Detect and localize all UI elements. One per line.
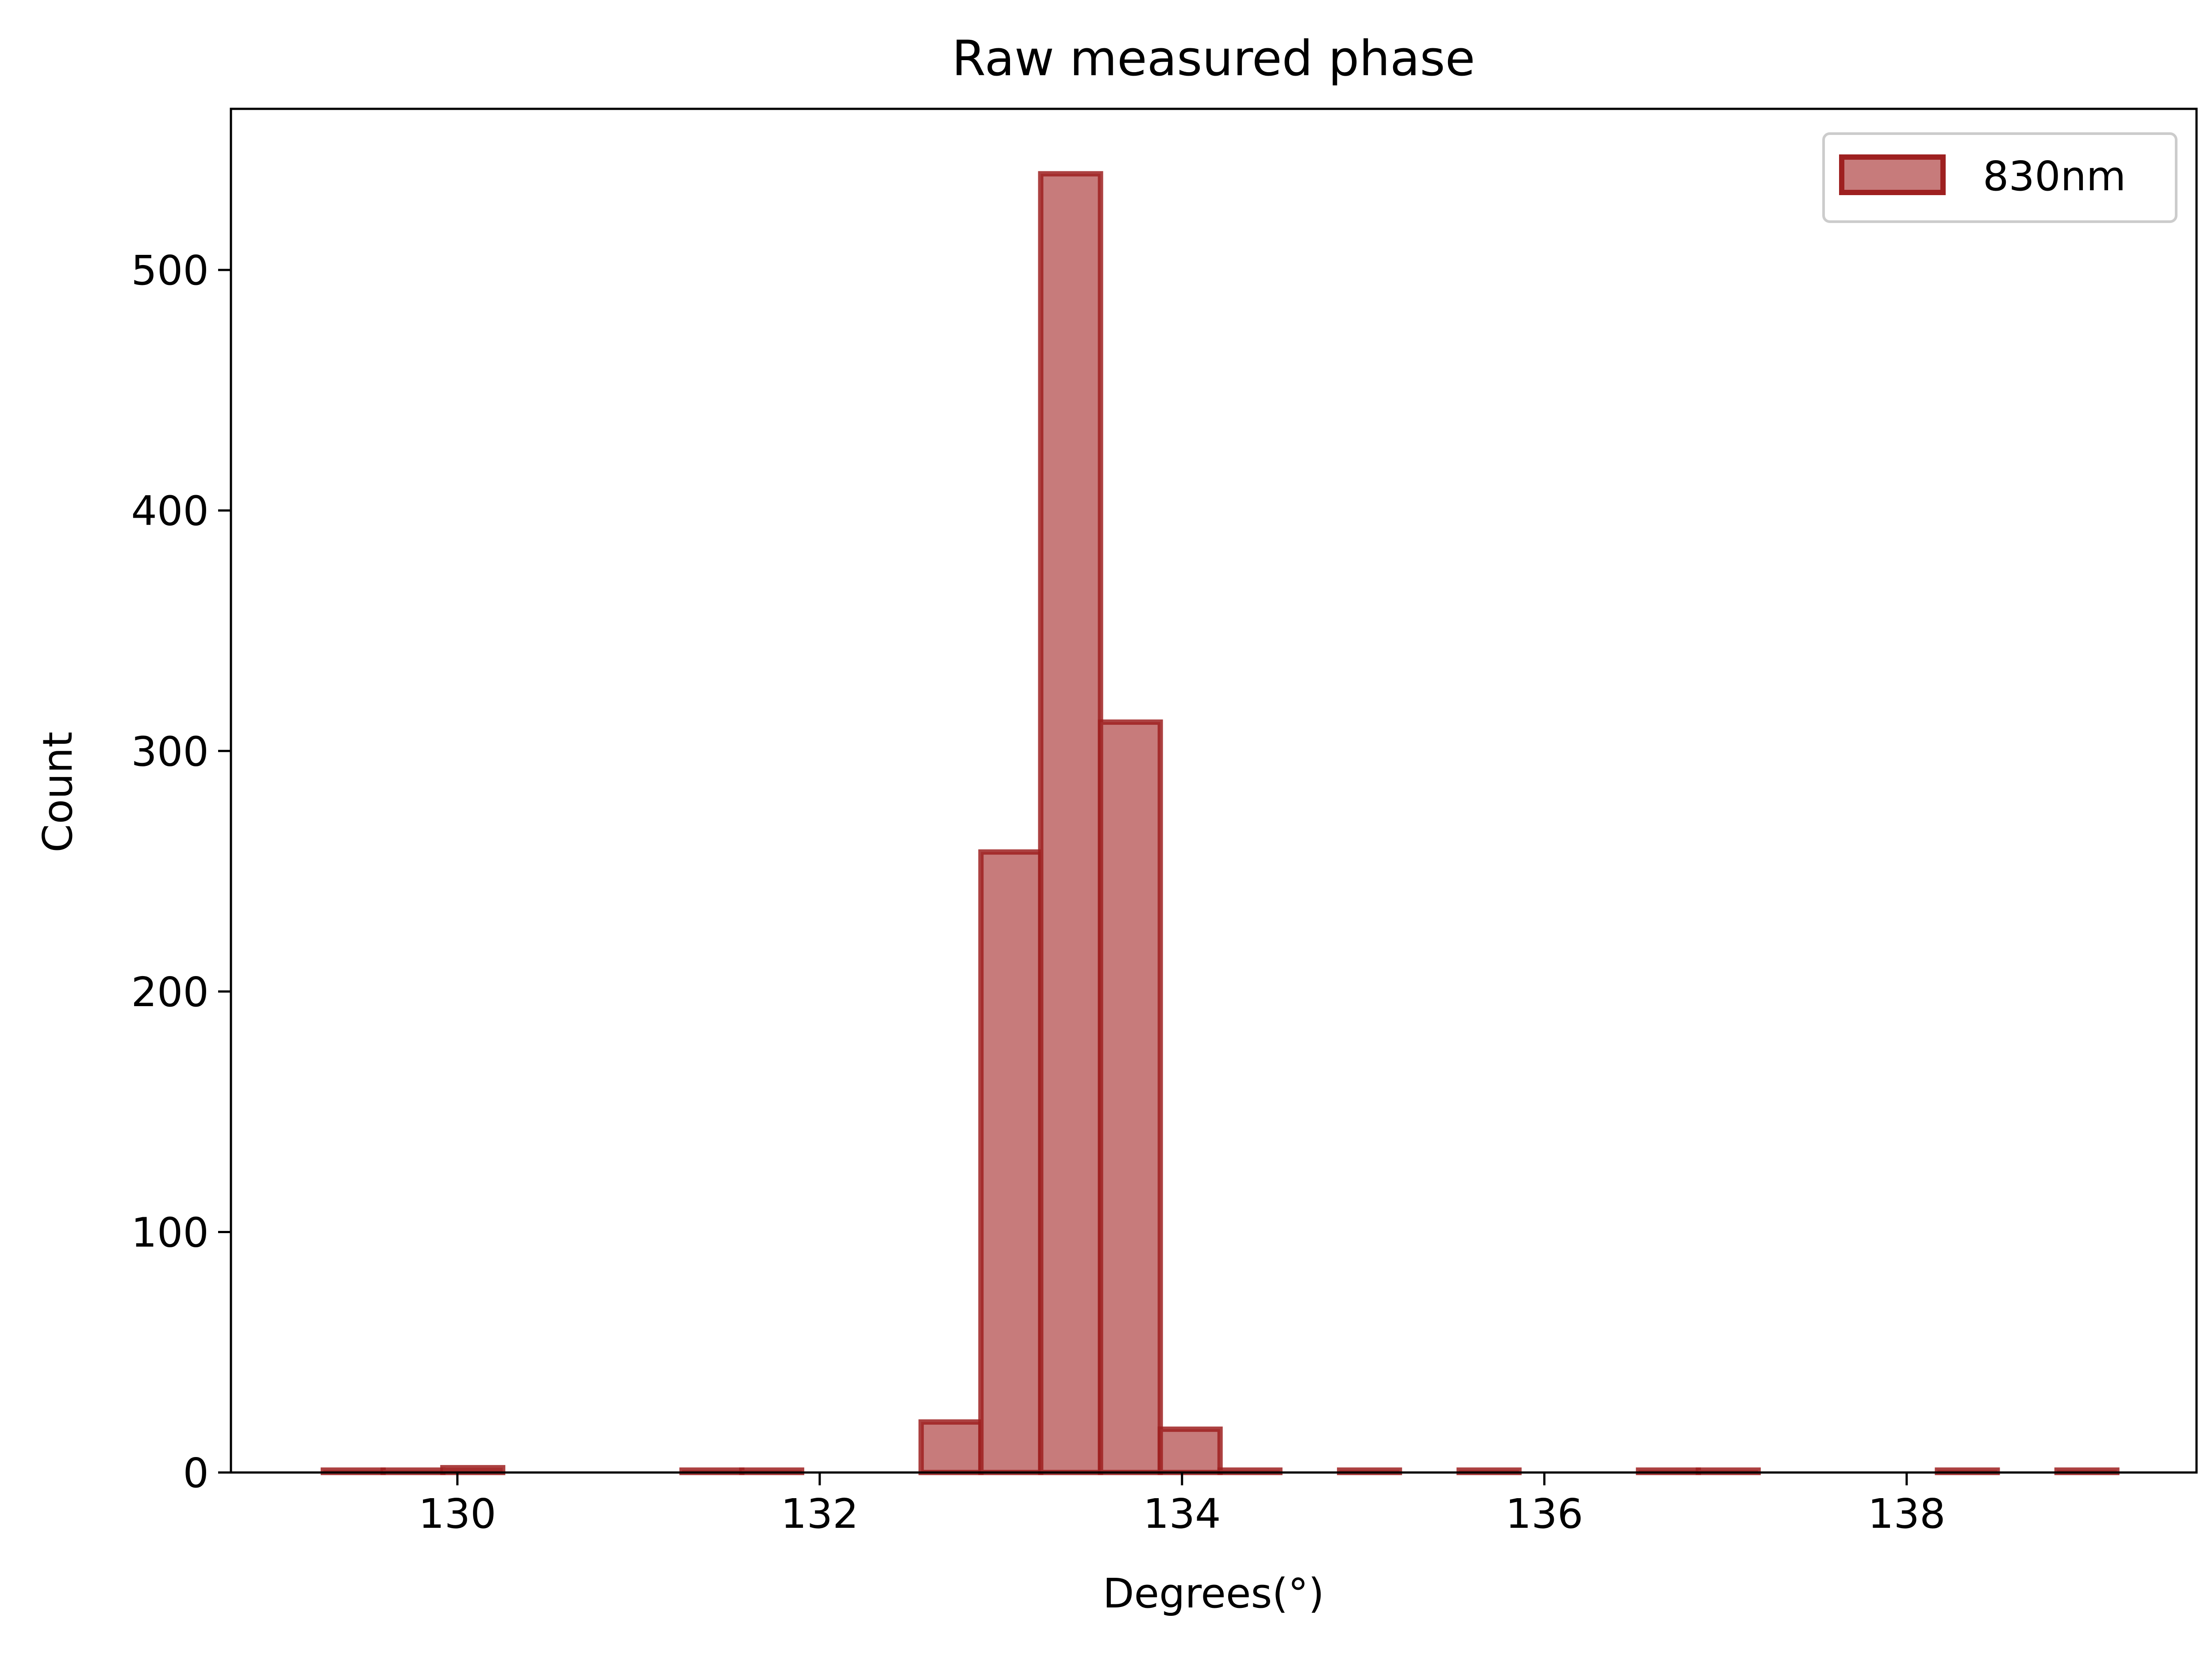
legend: 830nm <box>1822 132 2177 223</box>
x-tick-label: 132 <box>781 1490 859 1538</box>
y-tick-label: 100 <box>131 1209 209 1256</box>
histogram-bar <box>918 1419 984 1475</box>
chart-title: Raw measured phase <box>952 30 1475 87</box>
x-tick-label: 136 <box>1505 1490 1583 1538</box>
axes-frame <box>230 108 2198 1474</box>
y-tick-label: 200 <box>131 969 209 1016</box>
x-axis-label: Degrees(°) <box>1103 1570 1325 1617</box>
y-tick-label: 300 <box>131 728 209 775</box>
x-tick-label: 134 <box>1143 1490 1221 1538</box>
y-tick-label: 400 <box>131 488 209 535</box>
legend-label: 830nm <box>1983 153 2126 200</box>
y-tick-label: 500 <box>131 247 209 294</box>
histogram-bar <box>1157 1426 1223 1475</box>
y-tick-label: 0 <box>183 1449 209 1497</box>
plot-area: 130 132 134 136 138 0 100 200 300 400 500 <box>131 108 2198 1538</box>
histogram-bar <box>978 849 1044 1475</box>
x-tick-label: 138 <box>1868 1490 1946 1538</box>
x-tick-label: 130 <box>419 1490 496 1538</box>
y-axis-label: Count <box>34 731 81 852</box>
histogram-bar <box>1098 719 1163 1475</box>
histogram-bar <box>1038 171 1103 1475</box>
legend-swatch <box>1839 154 1946 195</box>
